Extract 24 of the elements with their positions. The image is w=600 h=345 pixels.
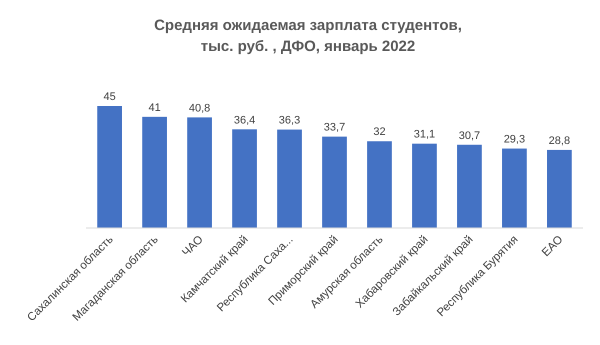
bar — [457, 144, 482, 228]
data-label: 30,7 — [458, 130, 480, 142]
data-label: 36,4 — [234, 114, 256, 126]
bar — [412, 144, 437, 228]
data-label: 45 — [103, 91, 116, 103]
x-tick-label: ЧАО — [180, 234, 206, 260]
data-label: 29,3 — [504, 134, 526, 146]
bar — [142, 116, 167, 228]
bar — [187, 117, 212, 228]
chart-title: Средняя ожидаемая зарплата студентов, тыс. руб. , ДФО, январь 2022 — [154, 17, 462, 55]
bar — [502, 148, 527, 228]
data-label: 28,8 — [548, 134, 570, 147]
bar — [232, 129, 257, 228]
bar — [277, 130, 302, 228]
bar — [547, 150, 572, 228]
data-label: 31,1 — [414, 128, 436, 141]
data-label: 41 — [148, 102, 161, 114]
data-label: 40,8 — [188, 102, 210, 114]
bar — [322, 136, 347, 228]
data-label: 36,3 — [278, 114, 300, 127]
data-label: 33,7 — [324, 122, 346, 134]
data-label: 32 — [373, 126, 386, 138]
bar — [367, 141, 392, 228]
bar — [97, 106, 122, 228]
